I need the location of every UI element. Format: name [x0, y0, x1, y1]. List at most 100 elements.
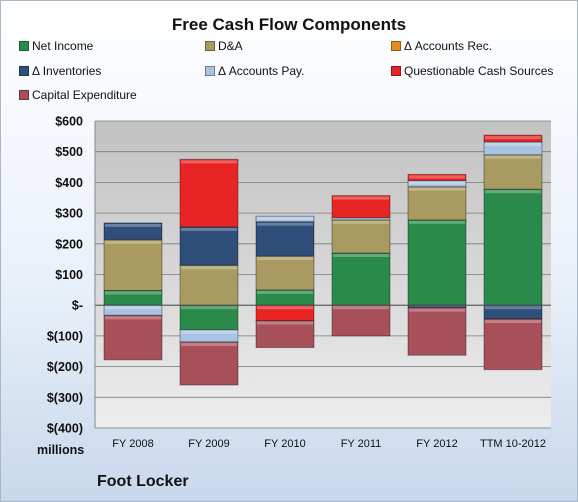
y-tick-label: $(400)	[47, 422, 83, 436]
bar-highlight	[409, 308, 465, 312]
bar-highlight	[333, 220, 389, 224]
bar-capital-expenditure-fy-2011	[331, 304, 391, 337]
y-axis: $600 $500 $400 $300 $200 $100 $- $(100) $(200) $(…	[47, 115, 96, 436]
company-label: Foot Locker	[97, 473, 189, 490]
bar-d-a-fy-2012	[407, 186, 467, 221]
bar-highlight	[181, 227, 237, 231]
y-tick-label: $600	[55, 115, 83, 129]
bar-highlight	[181, 306, 237, 310]
bar-capital-expenditure-fy-2009	[179, 341, 239, 386]
bar-highlight	[105, 291, 161, 295]
bar-highlight	[105, 240, 161, 244]
bar-questionable-cash-sources-fy-2012	[407, 173, 467, 182]
bar-d-a-fy-2008	[103, 239, 163, 291]
bar-highlight	[485, 190, 541, 194]
bar-d-a-fy-2009	[179, 264, 239, 306]
bar-accounts-pay-fy-2010	[255, 215, 315, 223]
units-label: millions	[37, 443, 85, 457]
bar-highlight	[257, 321, 313, 325]
y-tick-label: $300	[55, 207, 83, 221]
bar-highlight	[409, 220, 465, 224]
bar-highlight	[485, 320, 541, 324]
bar-highlight	[257, 217, 313, 221]
bar-d-a-ttm-10-2012	[483, 154, 543, 190]
bar-highlight	[485, 306, 541, 310]
legend-label-inventories: Δ Inventories	[32, 64, 102, 78]
legend-item-da: D&A	[205, 39, 243, 53]
legend-label-accounts-rec: Δ Accounts Rec.	[404, 39, 493, 53]
legend-label-net-income: Net Income	[32, 39, 94, 53]
bar-highlight	[257, 290, 313, 294]
chart-title: Free Cash Flow Components	[171, 15, 407, 34]
legend-item-inventories: Δ Inventories	[19, 64, 101, 78]
legend-swatch-net-income	[19, 41, 29, 51]
bar-highlight	[257, 222, 313, 226]
bar-inventories-fy-2008	[103, 222, 163, 241]
y-tick-label: $100	[55, 268, 83, 282]
bar-d-a-fy-2010	[255, 255, 315, 291]
bar-d-a-fy-2011	[331, 219, 391, 254]
bar-net-income-fy-2009	[179, 304, 239, 331]
bar-highlight	[409, 181, 465, 185]
bar-highlight	[257, 257, 313, 261]
legend-swatch-capex	[19, 90, 29, 100]
x-tick-label: FY 2008	[112, 438, 153, 450]
legend-item-capex: Capital Expenditure	[19, 88, 137, 102]
y-tick-label: $200	[55, 237, 83, 251]
legend-swatch-da	[205, 41, 215, 51]
bar-highlight	[333, 196, 389, 200]
bar-highlight	[485, 142, 541, 146]
bar-highlight	[181, 160, 237, 164]
bar-inventories-fy-2010	[255, 221, 315, 257]
legend-swatch-accounts-rec	[391, 41, 401, 51]
x-axis: FY 2008 FY 2009 FY 2010 FY 2011 FY 2012 TTM 1…	[112, 438, 546, 450]
y-tick-label: $500	[55, 145, 83, 159]
bar-highlight	[181, 330, 237, 334]
bar-net-income-fy-2012	[407, 219, 467, 306]
legend-item-questionable: Questionable Cash Sources	[391, 64, 553, 78]
bar-highlight	[105, 223, 161, 227]
bar-capital-expenditure-fy-2008	[103, 314, 163, 361]
bar-highlight	[181, 343, 237, 347]
legend-label-da: D&A	[218, 39, 243, 53]
bar-highlight	[105, 306, 161, 310]
y-tick-label: $400	[55, 176, 83, 190]
bar-net-income-ttm-10-2012	[483, 188, 543, 306]
x-tick-label: TTM 10-2012	[480, 438, 546, 450]
legend-swatch-inventories	[19, 66, 29, 76]
x-tick-label: FY 2012	[416, 438, 457, 450]
x-tick-label: FY 2011	[341, 438, 382, 450]
bar-questionable-cash-sources-fy-2011	[331, 195, 391, 219]
y-tick-label: $(100)	[47, 329, 83, 343]
x-tick-label: FY 2009	[188, 438, 229, 450]
bar-highlight	[409, 187, 465, 191]
bar-highlight	[333, 306, 389, 310]
bar-highlight	[485, 136, 541, 140]
legend-item-accounts-pay: Δ Accounts Pay.	[205, 64, 305, 78]
bar-highlight	[485, 155, 541, 159]
bar-capital-expenditure-fy-2010	[255, 320, 315, 349]
bar-highlight	[181, 266, 237, 270]
y-tick-label: $-	[72, 299, 83, 313]
legend-swatch-questionable	[391, 66, 401, 76]
bars	[95, 134, 551, 386]
legend-swatch-accounts-pay	[205, 66, 215, 76]
y-tick-label: $(300)	[47, 391, 83, 405]
legend-item-net-income: Net Income	[19, 39, 93, 53]
bar-accounts-pay-ttm-10-2012	[483, 141, 543, 156]
bar-highlight	[105, 316, 161, 320]
legend-item-accounts-rec: Δ Accounts Rec.	[391, 39, 492, 53]
legend-label-accounts-pay: Δ Accounts Pay.	[218, 64, 305, 78]
bar-highlight	[333, 254, 389, 258]
bar-highlight	[257, 306, 313, 310]
bar-capital-expenditure-fy-2012	[407, 307, 467, 356]
x-tick-label: FY 2010	[264, 438, 305, 450]
bar-inventories-fy-2009	[179, 226, 239, 266]
bar-questionable-cash-sources-ttm-10-2012	[483, 134, 543, 143]
legend-label-questionable: Questionable Cash Sources	[404, 64, 554, 78]
bar-net-income-fy-2011	[331, 252, 391, 306]
legend-label-capex: Capital Expenditure	[32, 88, 137, 102]
bar-questionable-cash-sources-fy-2009	[179, 158, 239, 228]
